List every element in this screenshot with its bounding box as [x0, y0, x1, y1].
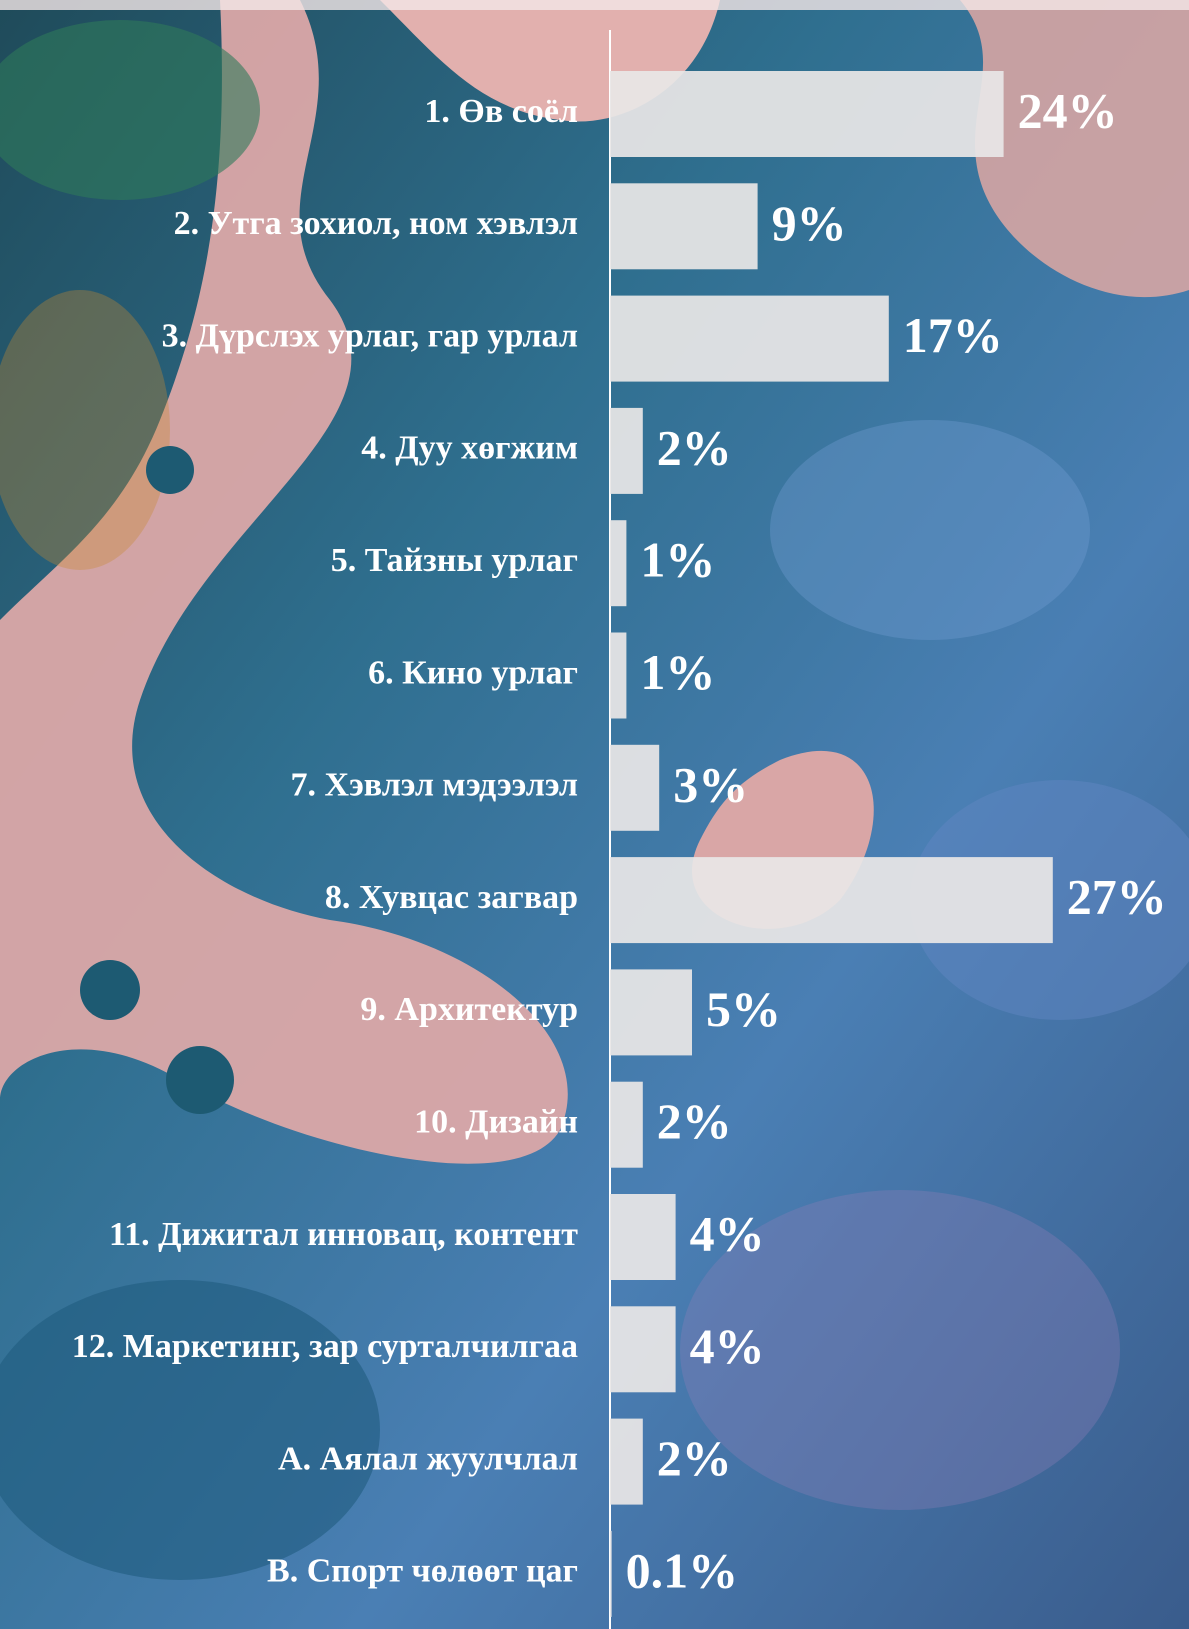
bar: [610, 744, 660, 831]
bar: [610, 1530, 612, 1617]
value-label: 5%: [706, 981, 781, 1037]
category-label: 7. Хэвлэл мэдээлэл: [291, 767, 578, 804]
category-label: 3. Дүрслэх урлаг, гар урлал: [162, 317, 578, 354]
value-label: 1%: [640, 644, 715, 700]
bar: [610, 295, 889, 382]
category-label: 10. Дизайн: [414, 1103, 578, 1140]
value-label: 1%: [640, 532, 715, 588]
category-label: 1. Өв соёл: [424, 93, 578, 130]
category-label: 11. Дижитал инновац, контент: [109, 1216, 578, 1253]
bar: [610, 1194, 676, 1280]
bar: [610, 71, 1004, 157]
value-label: 3%: [673, 756, 748, 812]
bar: [610, 969, 692, 1056]
bar: [610, 407, 643, 494]
category-label: A. Аялал жуулчлал: [278, 1440, 578, 1477]
bar: [610, 1081, 643, 1168]
bar: [610, 1306, 676, 1393]
category-label: 4. Дуу хөгжим: [361, 430, 578, 467]
bar: [610, 183, 758, 270]
value-label: 2%: [657, 1430, 732, 1486]
bar: [610, 857, 1053, 944]
category-label: 6. Кино урлаг: [368, 654, 578, 691]
value-label: 17%: [903, 307, 1003, 363]
value-label: 4%: [690, 1318, 765, 1374]
value-label: 27%: [1067, 869, 1167, 925]
bar: [610, 632, 627, 719]
category-label: 12. Маркетинг, зар сурталчилгаа: [72, 1328, 578, 1365]
category-label: 8. Хувцас загвар: [325, 879, 578, 916]
value-label: 0.1%: [626, 1542, 739, 1598]
category-label: 9. Архитектур: [360, 991, 578, 1028]
bar: [610, 520, 627, 607]
bar: [610, 1418, 643, 1505]
category-label: B. Спорт чөлөөт цаг: [267, 1553, 578, 1590]
category-label: 5. Тайзны урлаг: [331, 542, 578, 579]
category-label: 2. Утга зохиол, ном хэвлэл: [174, 205, 578, 242]
value-label: 2%: [657, 419, 732, 475]
value-label: 24%: [1018, 82, 1118, 138]
value-label: 2%: [657, 1093, 732, 1149]
value-label: 4%: [690, 1205, 765, 1261]
value-label: 9%: [772, 195, 847, 251]
